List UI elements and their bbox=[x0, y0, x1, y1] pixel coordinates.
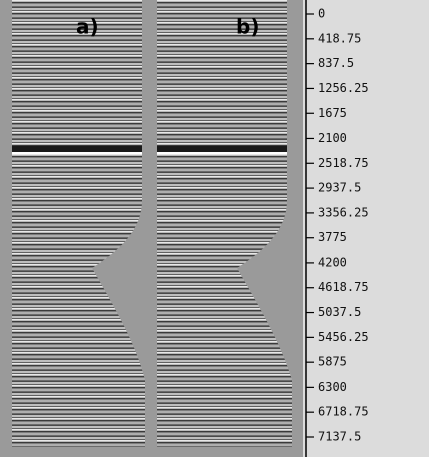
reflector bbox=[157, 152, 287, 154]
seismic-section bbox=[12, 0, 145, 447]
tick-label: 6718.75 bbox=[318, 405, 369, 419]
seismic-section bbox=[157, 0, 292, 447]
tick-label: 7137.5 bbox=[318, 430, 361, 444]
tick-label: 6300 bbox=[318, 380, 347, 394]
tick-label: 3356.25 bbox=[318, 205, 369, 219]
panel-a: a) bbox=[12, 0, 145, 447]
tick-label: 1675 bbox=[318, 106, 347, 120]
reflector bbox=[12, 152, 142, 154]
tick-label: 3775 bbox=[318, 230, 347, 244]
panel-label: b) bbox=[236, 15, 259, 39]
tick-label: 2937.5 bbox=[318, 181, 361, 195]
tick-label: 837.5 bbox=[318, 56, 354, 70]
tick-label: 0 bbox=[318, 7, 325, 21]
tick-label: 1256.25 bbox=[318, 81, 369, 95]
panel-label: a) bbox=[76, 15, 99, 39]
page: a) b) 0 418.75 837.5 1256.25 1675 2100 2518.75… bbox=[0, 0, 429, 457]
tick-label: 5875 bbox=[318, 355, 347, 369]
reflector bbox=[12, 146, 142, 152]
tick-label: 418.75 bbox=[318, 31, 361, 45]
tick-label: 2100 bbox=[318, 131, 347, 145]
reflector bbox=[157, 146, 287, 152]
figure: a) b) 0 418.75 837.5 1256.25 1675 2100 2518.75… bbox=[0, 0, 429, 457]
tick-label: 2518.75 bbox=[318, 156, 369, 170]
tick-label: 4618.75 bbox=[318, 280, 369, 294]
tick-label: 5037.5 bbox=[318, 305, 361, 319]
tick-label: 5456.25 bbox=[318, 330, 369, 344]
tick-label: 4200 bbox=[318, 255, 347, 269]
panel-b: b) bbox=[157, 0, 292, 447]
